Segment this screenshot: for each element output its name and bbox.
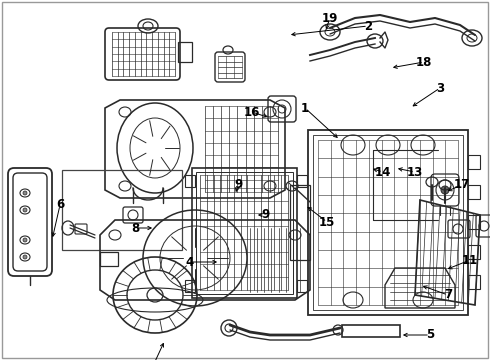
Bar [342, 325, 400, 337]
Ellipse shape [23, 208, 27, 212]
Text: 19: 19 [322, 12, 338, 24]
Text: 14: 14 [375, 166, 391, 179]
Text: 7: 7 [444, 288, 452, 302]
Bar [468, 275, 480, 289]
Text: 11: 11 [462, 253, 478, 266]
Text: 2: 2 [364, 19, 372, 32]
Text: 15: 15 [319, 216, 335, 229]
Text: 1: 1 [301, 102, 309, 114]
Text: 18: 18 [416, 55, 432, 68]
Text: 8: 8 [131, 221, 139, 234]
Text: 13: 13 [407, 166, 423, 179]
Bar [290, 185, 310, 260]
Text: 6: 6 [56, 198, 64, 211]
Ellipse shape [23, 238, 27, 242]
Text: 3: 3 [436, 81, 444, 94]
Text: 9: 9 [261, 208, 269, 221]
Bar [192, 168, 297, 298]
Bar [62, 170, 182, 250]
Bar [468, 245, 480, 259]
Bar [185, 280, 195, 292]
Bar [185, 175, 195, 187]
Bar [297, 280, 307, 292]
Text: 17: 17 [454, 179, 470, 192]
Bar [468, 215, 480, 229]
Bar [100, 252, 118, 266]
Text: 4: 4 [186, 256, 194, 269]
Bar [468, 155, 480, 169]
Ellipse shape [441, 186, 449, 194]
Bar [196, 172, 293, 294]
Bar [178, 42, 192, 62]
Text: 5: 5 [426, 328, 434, 342]
Bar [313, 135, 463, 310]
Text: 16: 16 [244, 105, 260, 118]
Ellipse shape [23, 255, 27, 259]
Bar [297, 175, 307, 187]
Text: 9: 9 [234, 179, 242, 192]
Bar [308, 130, 468, 315]
Bar [468, 185, 480, 199]
Ellipse shape [23, 191, 27, 195]
